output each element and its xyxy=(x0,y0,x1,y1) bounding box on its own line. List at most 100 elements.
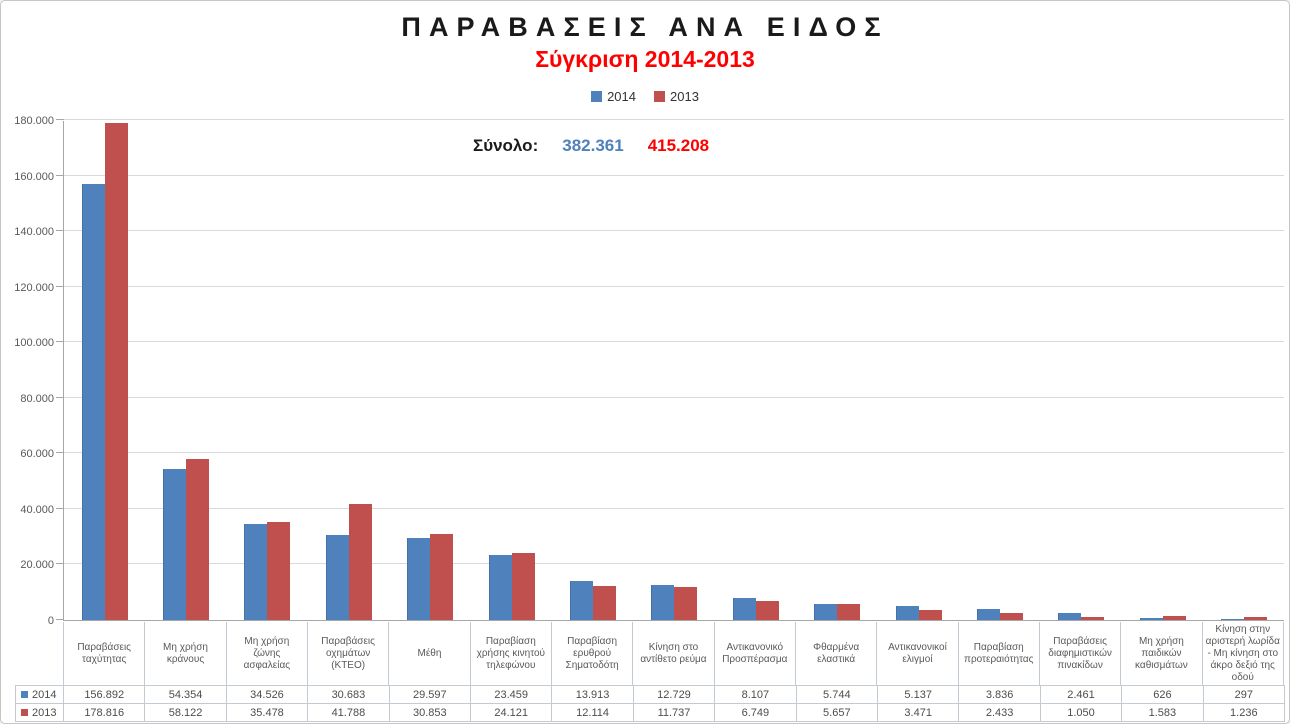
totals-line: Σύνολο: 382.361 415.208 xyxy=(473,136,709,156)
series-key-icon xyxy=(21,691,28,698)
category-axis: Παραβάσεις ταχύτητας Μη χρήση κράνους Μη χ… xyxy=(63,622,1284,685)
category-label-text: Μέθη xyxy=(417,647,442,659)
category-label-text: Μη χρήση παιδικών καθισμάτων xyxy=(1135,635,1188,671)
category-label: Παραβίαση ερυθρού Σηματοδότη xyxy=(552,622,634,685)
y-axis: 0 20.000 40.000 60.000 80.000 100.000 120.000 1… xyxy=(1,115,54,627)
bar-2014 xyxy=(81,184,105,620)
bar-2014 xyxy=(163,469,187,620)
bar-2013 xyxy=(593,586,617,620)
y-tick-mark xyxy=(56,174,64,176)
table-row-key-2014: 2014 xyxy=(16,686,64,704)
category-label: Φθαρμένα ελαστικά xyxy=(796,622,878,685)
category-label: Παραβίαση χρήσης κινητού τηλεφώνου xyxy=(471,622,552,685)
bar-2014 xyxy=(244,524,268,620)
table-cell-2014: 5.137 xyxy=(878,686,960,704)
y-tick-mark xyxy=(56,285,64,287)
y-tick-mark xyxy=(56,119,64,120)
category-slot xyxy=(797,121,878,620)
category-slot xyxy=(1041,121,1122,620)
y-tick-label: 180.000 xyxy=(14,115,54,127)
y-tick-label: 0 xyxy=(47,615,54,627)
bar-2013 xyxy=(1081,617,1105,620)
legend-swatch-icon xyxy=(654,91,665,102)
bar-2013 xyxy=(1244,616,1268,620)
y-tick-mark xyxy=(56,230,64,232)
plot-area xyxy=(56,119,1284,621)
bar-2013 xyxy=(430,534,454,620)
bar-2013 xyxy=(104,123,128,620)
category-label: Μη χρήση παιδικών καθισμάτων xyxy=(1121,622,1203,685)
bar-2013 xyxy=(918,610,942,620)
table-row-key-2013: 2013 xyxy=(16,704,64,722)
table-cell-2013: 178.816 xyxy=(64,704,146,722)
bar-2013 xyxy=(837,604,861,620)
gridline xyxy=(64,396,1284,398)
category-slot xyxy=(878,121,959,620)
table-row-label: 2014 xyxy=(32,688,57,701)
bar-2013 xyxy=(1162,615,1186,620)
table-cell-2014: 30.683 xyxy=(308,686,390,704)
table-cell-2013: 1.050 xyxy=(1040,704,1123,722)
table-cell-2014: 23.459 xyxy=(471,686,553,704)
category-label: Μη χρήση ζώνης ασφαλείας xyxy=(227,622,308,685)
table-cell-2014: 3.836 xyxy=(959,686,1041,704)
category-slot xyxy=(552,121,633,620)
table-cell-2013: 11.737 xyxy=(633,704,716,722)
bar-2014 xyxy=(1139,618,1163,620)
y-tick-label: 60.000 xyxy=(20,448,54,461)
bar-2014 xyxy=(1221,619,1245,620)
category-slot xyxy=(715,121,796,620)
category-label-text: Κίνηση στο αντίθετο ρεύμα xyxy=(640,641,707,665)
category-label: Παραβίαση προτεραιότητας xyxy=(959,622,1040,685)
table-row-label: 2013 xyxy=(32,706,57,719)
y-tick-label: 20.000 xyxy=(20,559,54,572)
bar-2014 xyxy=(732,597,756,620)
table-cell-2013: 58.122 xyxy=(145,704,227,722)
bar-2014 xyxy=(977,609,1001,620)
table-cell-2014: 13.913 xyxy=(552,686,634,704)
bar-2014 xyxy=(895,605,919,620)
category-label: Παραβάσεις διαφημιστικών πινακίδων xyxy=(1040,622,1122,685)
gridline xyxy=(64,119,1284,120)
gridline xyxy=(64,230,1284,232)
y-tick-mark xyxy=(56,507,64,509)
y-tick-mark xyxy=(56,452,64,454)
category-slot xyxy=(64,121,145,620)
category-label: Αντικανονικό Προσπέρασμα xyxy=(715,622,796,685)
gridline xyxy=(64,174,1284,176)
category-label-text: Παραβάσεις ταχύτητας xyxy=(77,641,131,665)
table-cell-2014: 54.354 xyxy=(145,686,227,704)
y-tick-label: 160.000 xyxy=(14,170,54,183)
legend-swatch-icon xyxy=(591,91,603,102)
total-2014-value: 382.361 xyxy=(562,136,624,155)
category-label-text: Παραβάσεις διαφημιστικών πινακίδων xyxy=(1048,635,1112,671)
table-cell-2013: 24.121 xyxy=(471,704,553,722)
series-key-icon xyxy=(21,709,28,716)
category-label-text: Παραβίαση προτεραιότητας xyxy=(964,641,1034,665)
gridline xyxy=(64,341,1284,343)
table-cell-2013: 5.657 xyxy=(796,704,878,722)
data-table: 2014 156.892 54.354 34.526 30.683 29.597 23.45… xyxy=(15,685,1285,722)
category-slot xyxy=(471,121,552,620)
y-tick-label: 120.000 xyxy=(14,281,54,294)
table-cell-2013: 12.114 xyxy=(552,704,634,722)
y-tick-label: 100.000 xyxy=(14,337,54,350)
category-slot xyxy=(634,121,715,620)
bar-2014 xyxy=(407,537,431,620)
table-cell-2014: 29.597 xyxy=(389,686,471,704)
legend-label: 2013 xyxy=(670,89,699,104)
category-label-text: Αντικανονικό Προσπέρασμα xyxy=(722,641,788,665)
bar-2013 xyxy=(186,458,210,620)
y-tick-mark xyxy=(56,619,64,620)
table-cell-2014: 297 xyxy=(1203,686,1285,704)
category-label: Κίνηση στην αριστερή λωρίδα - Μη κίνηση … xyxy=(1203,622,1284,685)
gridline xyxy=(64,285,1284,287)
bar-2013 xyxy=(674,587,698,620)
table-cell-2014: 34.526 xyxy=(226,686,309,704)
y-tick-label: 80.000 xyxy=(20,392,54,405)
category-label-text: Μη χρήση ζώνης ασφαλείας xyxy=(243,635,291,671)
chart-subtitle: Σύγκριση 2014-2013 xyxy=(535,46,755,72)
category-label-text: Παραβίαση ερυθρού Σηματοδότη xyxy=(565,635,619,671)
bar-2013 xyxy=(348,503,372,620)
